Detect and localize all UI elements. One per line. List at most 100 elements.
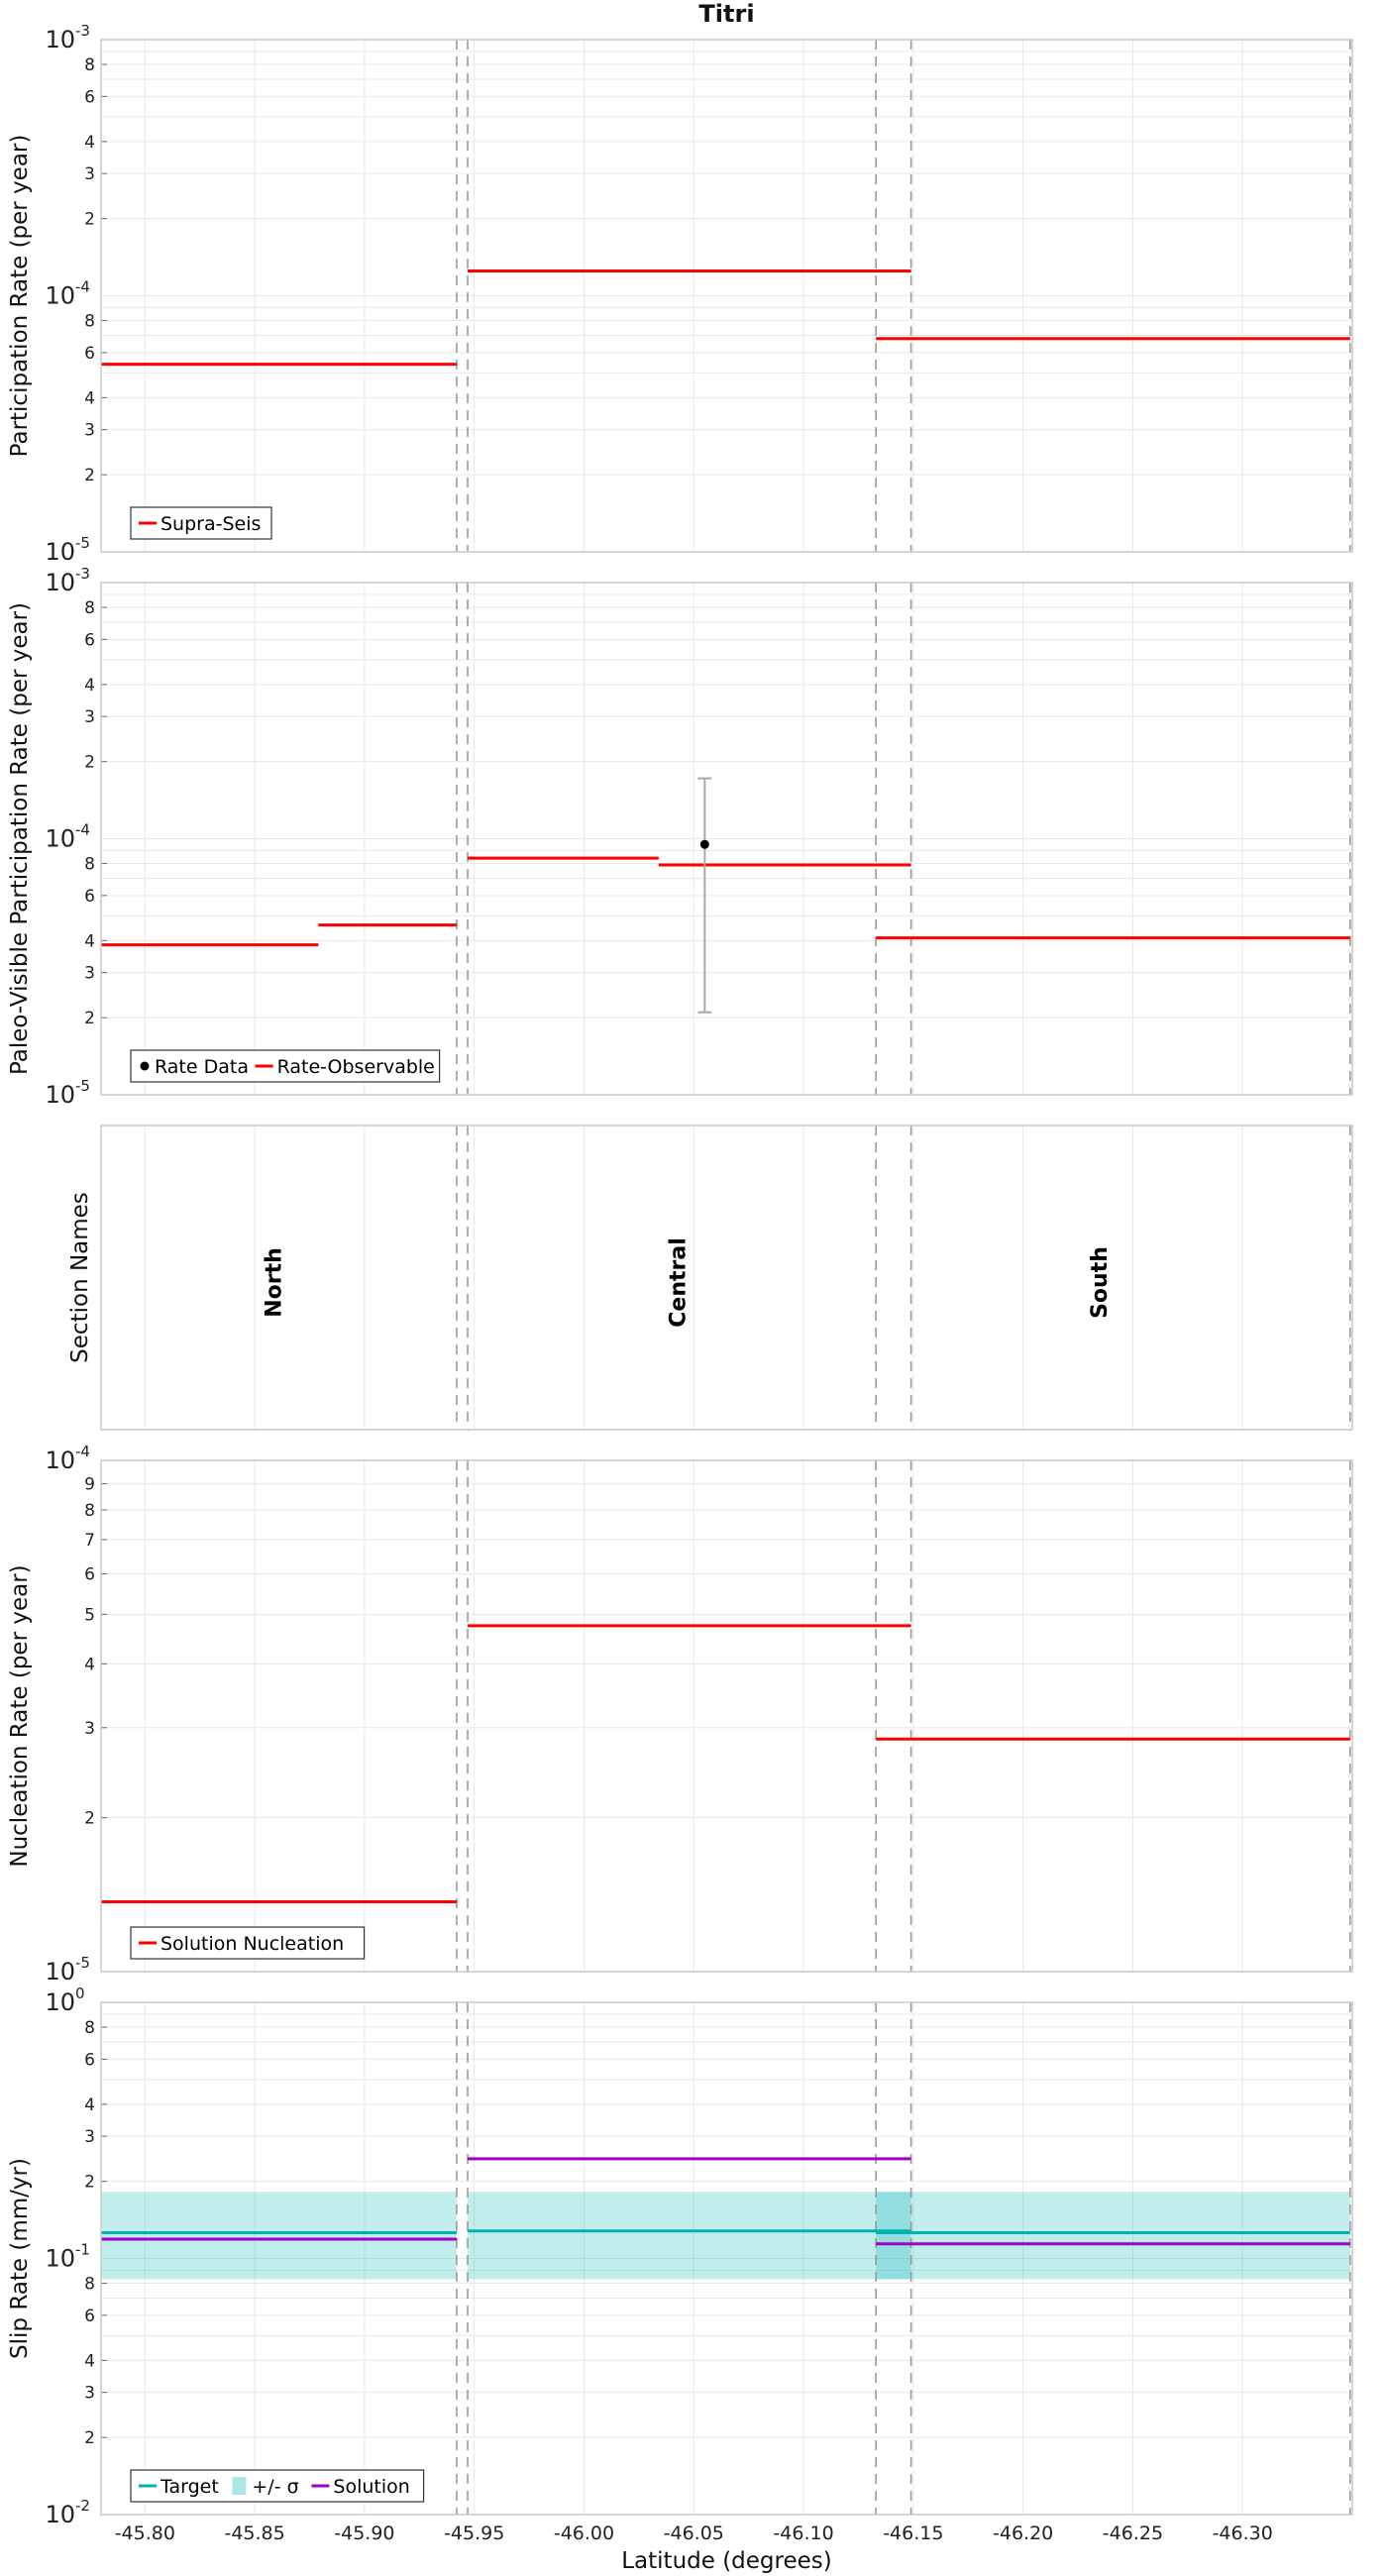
y-tick-label: 2 (84, 210, 95, 230)
legend-box (130, 1926, 366, 1960)
legend-label-supra-seis: Supra-Seis (160, 513, 261, 535)
y-tick-exponent: -4 (75, 278, 90, 296)
y-tick-label: 6 (84, 2307, 95, 2326)
x-tick-label: -46.05 (664, 2522, 724, 2544)
plot-frame (100, 1125, 1353, 1431)
y-tick-label: 7 (84, 1531, 95, 1551)
y-tick-label: 6 (84, 630, 95, 650)
y-tick-label: 6 (84, 87, 95, 107)
y-tick-label: 8 (84, 855, 95, 875)
y-tick-label: 8 (84, 598, 95, 618)
y-tick-exponent: -4 (75, 1443, 90, 1460)
legend: Solution Nucleation (130, 1926, 366, 1960)
x-tick-label: -45.95 (444, 2522, 504, 2544)
y-tick-label: 2 (84, 2173, 95, 2193)
legend: Rate Data Rate-Observable (130, 1049, 441, 1083)
x-tick-label: -46.15 (883, 2522, 943, 2544)
y-tick-label: 6 (84, 344, 95, 364)
section-name-north: North (263, 1247, 287, 1318)
x-tick-label: -46.30 (1213, 2522, 1273, 2544)
y-tick-label-decade: 10 (45, 1081, 75, 1109)
x-tick-label: -46.10 (773, 2522, 833, 2544)
y-tick-label: 4 (84, 388, 95, 408)
y-tick-exponent: -5 (75, 1077, 90, 1095)
y-tick-label-decade: 10 (45, 1958, 75, 1986)
y-tick-label-decade: 10 (45, 1447, 75, 1474)
y-tick-label-decade: 10 (45, 2501, 75, 2528)
x-axis-title: Latitude (degrees) (621, 2548, 832, 2574)
y-tick-label: 2 (84, 1009, 95, 1028)
legend: Target +/- σ Solution (130, 2469, 425, 2503)
y-axis-title: Paleo-Visible Participation Rate (per ye… (7, 602, 33, 1075)
y-tick-label: 4 (84, 1655, 95, 1674)
y-tick-label: 3 (84, 2127, 95, 2147)
plot-frame (100, 582, 1353, 1096)
x-tick-label: -45.85 (224, 2522, 284, 2544)
y-tick-exponent: -5 (75, 1954, 90, 1972)
y-tick-label-decade: 10 (45, 2245, 75, 2273)
y-tick-label: 4 (84, 2095, 95, 2115)
y-tick-label: 8 (84, 55, 95, 75)
y-tick-exponent: 0 (75, 1985, 85, 2002)
y-tick-exponent: -2 (75, 2497, 90, 2515)
y-axis-title: Slip Rate (mm/yr) (7, 2158, 33, 2359)
x-tick-label: -45.80 (115, 2522, 175, 2544)
y-tick-label: 2 (84, 466, 95, 485)
y-tick-label: 5 (84, 1605, 95, 1625)
y-tick-label: 4 (84, 2351, 95, 2371)
y-tick-label: 3 (84, 707, 95, 727)
plot-frame (100, 1459, 1353, 1973)
y-tick-label: 8 (84, 1501, 95, 1521)
y-tick-exponent: -3 (75, 565, 90, 583)
y-tick-label: 9 (84, 1475, 95, 1495)
y-tick-label-decade: 10 (45, 1988, 75, 2016)
y-tick-label-decade: 10 (45, 538, 75, 566)
y-tick-label: 3 (84, 1719, 95, 1739)
y-tick-label: 8 (84, 2275, 95, 2295)
y-tick-label: 3 (84, 421, 95, 441)
legend-box (130, 1049, 441, 1083)
plot-frame (100, 2001, 1353, 2516)
legend-label-rate-data: Rate Data (155, 1056, 249, 1078)
plot-frame (100, 39, 1353, 553)
legend: Supra-Seis (130, 506, 272, 540)
legend-label-: +/- σ (252, 2476, 298, 2498)
band- (101, 2192, 457, 2280)
y-tick-label: 3 (84, 2384, 95, 2404)
band- (468, 2192, 911, 2280)
y-tick-label: 2 (84, 2428, 95, 2448)
y-tick-label-decade: 10 (45, 569, 75, 596)
legend-dot-icon (140, 1061, 150, 1071)
y-tick-label-decade: 10 (45, 825, 75, 853)
section-name-south: South (1088, 1246, 1113, 1319)
y-tick-label: 4 (84, 133, 95, 153)
y-axis-title: Section Names (67, 1192, 93, 1363)
rate-data-point (699, 839, 709, 849)
y-tick-exponent: -3 (75, 22, 90, 40)
y-tick-label: 2 (84, 1809, 95, 1829)
y-tick-exponent: -5 (75, 534, 90, 552)
y-tick-label: 6 (84, 887, 95, 907)
y-tick-label: 3 (84, 964, 95, 984)
legend-box (130, 2469, 425, 2503)
legend-label-solution: Solution (333, 2476, 409, 2498)
y-tick-label: 8 (84, 312, 95, 332)
y-tick-label: 8 (84, 2018, 95, 2038)
legend-band-icon (232, 2477, 247, 2495)
y-tick-label: 2 (84, 753, 95, 773)
band- (876, 2192, 1350, 2280)
legend-box (130, 506, 272, 540)
y-tick-exponent: -1 (75, 2241, 90, 2259)
panel-3: North Central South Section Names (67, 1125, 1353, 1431)
legend-label-target: Target (160, 2476, 219, 2498)
chart-title: Titri (698, 0, 754, 28)
y-tick-exponent: -4 (75, 821, 90, 839)
y-tick-label: 3 (84, 164, 95, 184)
y-tick-label: 6 (84, 1564, 95, 1584)
legend-label-rate-observable: Rate-Observable (277, 1056, 435, 1078)
